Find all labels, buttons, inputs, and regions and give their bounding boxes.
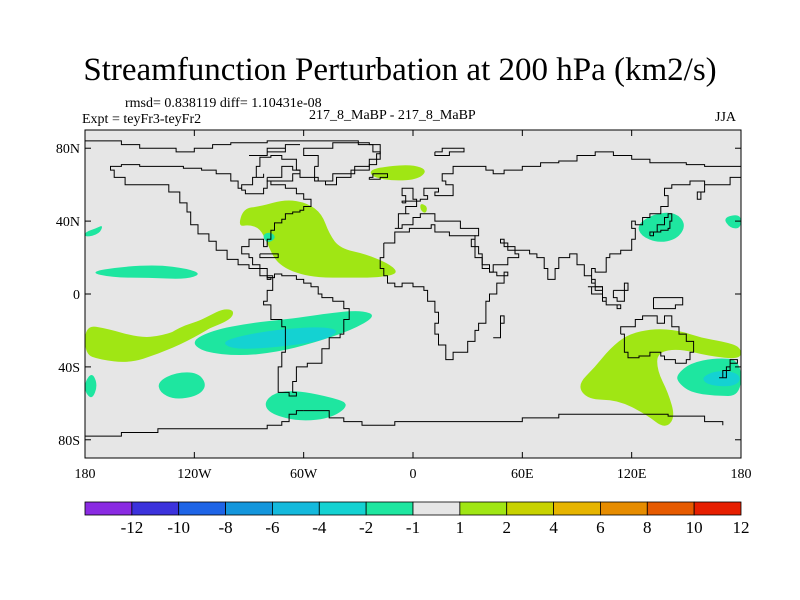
colorbar-label: 10	[686, 518, 703, 537]
contour-namerica-positive	[239, 200, 396, 278]
x-tick-label: 180	[731, 467, 752, 482]
contour-namerica-negative-small	[263, 232, 275, 242]
coastline-ellesmere	[249, 144, 300, 156]
coastline-greenland	[303, 142, 381, 186]
colorbar-box	[506, 501, 554, 516]
stats-label: rmsd= 0.838119 diff= 1.10431e-08	[125, 96, 322, 111]
colorbar-label: -10	[167, 518, 190, 537]
contour-fills	[85, 165, 741, 426]
colorbar-label: -1	[406, 518, 420, 537]
coastline-antarctic-peninsula	[85, 410, 304, 437]
contour-pacific-negative-se-core	[703, 371, 740, 387]
coastline-south-america	[263, 273, 350, 397]
colorbar-label: 2	[502, 518, 511, 537]
colorbar-box	[272, 501, 320, 516]
colorbar-label: 6	[596, 518, 605, 537]
colorbar-box	[459, 501, 508, 516]
colorbar-label: -2	[359, 518, 373, 537]
colorbar-label: 1	[456, 518, 465, 537]
x-tick-label: 120E	[617, 467, 647, 482]
coastline-madagascar	[493, 315, 505, 339]
colorbar-label: 4	[549, 518, 558, 537]
colorbar-box	[84, 501, 133, 516]
coastline-new-guinea	[653, 297, 684, 310]
coastline-borneo	[612, 282, 629, 302]
colorbar-box	[225, 501, 273, 516]
coastline-iceland	[368, 173, 388, 180]
contour-pacific-negative-n	[95, 265, 198, 279]
contour-small-pos-europe	[420, 204, 427, 213]
colorbar-box	[412, 501, 461, 516]
coastlines	[85, 140, 741, 437]
axis-ticks: 180 120W 60W 0 60E 120E 180 80N 40N 0 40S 80S	[56, 130, 752, 482]
x-tick-label: 60W	[290, 467, 318, 482]
coastline-eurasia	[394, 151, 741, 291]
colorbar-box	[693, 501, 742, 516]
contour-dateline-negative-nw	[85, 226, 102, 237]
y-tick-label: 40N	[56, 215, 80, 230]
colorbar-label: 12	[733, 518, 750, 537]
colorbar-label: -4	[312, 518, 327, 537]
coastline-cuba	[259, 253, 279, 259]
x-tick-label: 60E	[511, 467, 534, 482]
expt-label: Expt = teyFr3-teyFr2	[82, 112, 202, 127]
coastline-indonesia	[587, 286, 622, 310]
colorbar-box	[178, 501, 226, 516]
contour-dateline-negative-sw	[85, 375, 97, 398]
colorbar-label: -6	[265, 518, 279, 537]
chart-title: Streamfunction Perturbation at 200 hPa (…	[83, 52, 717, 88]
y-tick-label: 80N	[56, 142, 80, 157]
colorbar-label: 8	[643, 518, 652, 537]
coastline-japan	[649, 213, 673, 237]
colorbar-box	[553, 501, 601, 516]
x-tick-label: 120W	[177, 467, 212, 482]
coastline-svalbard	[434, 147, 465, 156]
colorbar-box	[646, 501, 695, 516]
colorbar-label: -8	[219, 518, 233, 537]
x-tick-label: 180	[75, 467, 96, 482]
y-tick-label: 0	[73, 288, 80, 303]
colorbar-box	[131, 501, 180, 516]
coastline-britain	[401, 187, 418, 204]
colorbar-label: -12	[121, 518, 144, 537]
contour-arctic-positive	[370, 165, 425, 181]
colorbar-box	[600, 501, 648, 516]
coastline-africa	[379, 224, 509, 361]
coastline-australia	[620, 315, 695, 364]
contour-pacific-positive-center	[85, 309, 234, 359]
contour-samerica-negative-core	[225, 327, 337, 349]
x-tick-label: 0	[410, 467, 417, 482]
contour-east-edge-negative	[725, 215, 741, 229]
coastline-new-zealand	[719, 359, 738, 379]
colorbar: -12 -10 -8 -6 -4 -2 -1 1 2 4 6 8 10 12	[84, 501, 750, 537]
colorbar-box	[318, 501, 367, 516]
colorbar-box	[365, 501, 414, 516]
coastline-baffin	[266, 165, 301, 182]
y-tick-label: 80S	[58, 434, 80, 449]
y-tick-label: 40S	[58, 361, 80, 376]
season-label: JJA	[715, 110, 737, 125]
contour-small-neg-atl	[176, 378, 199, 389]
contour-indian-positive	[580, 329, 741, 426]
contour-south-atlantic-negative	[265, 391, 346, 421]
case-label: 217_8_MaBP - 217_8_MaBP	[309, 108, 476, 123]
coastline-antarctica	[303, 410, 724, 426]
